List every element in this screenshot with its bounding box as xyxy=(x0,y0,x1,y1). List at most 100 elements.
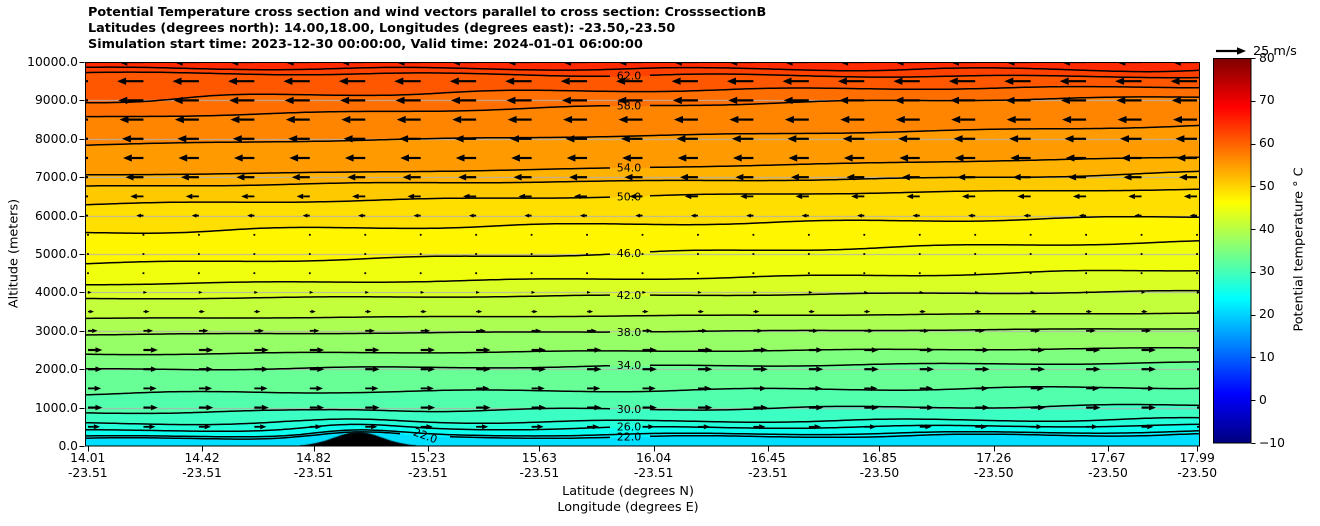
contour-line xyxy=(85,312,1200,320)
wind-vector-arrow xyxy=(746,213,754,218)
wind-vector-arrow xyxy=(840,115,865,124)
wind-vector-arrow xyxy=(1086,385,1100,392)
contour-line xyxy=(85,416,1200,426)
x-tick-longitude: -23.51 xyxy=(748,465,788,480)
wind-vector-arrow xyxy=(1065,154,1087,162)
wind-vector-arrow xyxy=(953,135,976,143)
wind-vector-arrow xyxy=(177,135,199,143)
wind-vector-arrow xyxy=(587,290,591,294)
wind-vector-arrow xyxy=(399,135,421,143)
wind-vector-arrow xyxy=(808,366,824,372)
wind-vector-arrow xyxy=(587,366,602,372)
contour-line xyxy=(85,240,1200,265)
wind-vector-arrow xyxy=(143,424,156,430)
wind-vector-arrow xyxy=(420,404,436,411)
quiver-key-arrow xyxy=(1216,47,1246,55)
wind-vector-arrow xyxy=(788,154,809,162)
wind-vector-arrow xyxy=(291,173,310,181)
wind-vector-arrow xyxy=(618,115,643,124)
wind-vector-dot xyxy=(918,272,921,275)
wind-vector-dot xyxy=(1029,253,1032,255)
x-axis-label-latitude: Latitude (degrees N) xyxy=(562,484,694,499)
wind-vector-arrow xyxy=(864,404,879,411)
wind-vector-arrow xyxy=(839,96,865,105)
wind-vector-arrow xyxy=(894,62,920,66)
x-tick-label: 17.67 -23.50 xyxy=(1063,451,1153,480)
wind-vector-dot xyxy=(1196,253,1198,255)
wind-vector-arrow xyxy=(919,309,926,314)
wind-vector-arrow xyxy=(85,80,88,83)
wind-vector-arrow xyxy=(728,62,754,66)
wind-vector-arrow xyxy=(899,154,920,162)
wind-vector-dot xyxy=(475,253,478,255)
wind-vector-dot xyxy=(1029,233,1032,236)
wind-vector-arrow xyxy=(808,347,824,353)
wind-vector-dot xyxy=(530,272,533,275)
x-tick-longitude: -23.51 xyxy=(293,465,334,480)
wind-vector-arrow xyxy=(784,115,809,124)
wind-vector-dot xyxy=(1196,233,1198,236)
wind-vector-arrow xyxy=(85,137,88,140)
wind-vector-arrow xyxy=(513,173,532,181)
wind-vector-arrow xyxy=(247,213,255,218)
wind-vector-dot xyxy=(87,253,89,255)
wind-vector-arrow xyxy=(396,115,421,124)
wind-vector-arrow xyxy=(587,385,601,392)
cross-section-overlay: 22.026.030.034.038.042.046.050.054.058.0… xyxy=(85,62,1200,446)
y-tick-label: 4000.0 xyxy=(34,285,78,300)
wind-vector-arrow xyxy=(413,213,421,218)
wind-vector-arrow xyxy=(1170,77,1197,85)
x-tick-latitude: 17.99 xyxy=(1179,451,1215,465)
y-tick-label: 5000.0 xyxy=(34,247,78,261)
wind-vector-arrow xyxy=(173,62,199,66)
chart-title: Potential Temperature cross section and … xyxy=(88,5,766,53)
colorbar-tick-label: 10 xyxy=(1259,349,1275,364)
wind-vector-dot xyxy=(475,233,478,236)
wind-vector-arrow xyxy=(88,328,98,333)
x-tick-label: 16.85 -23.50 xyxy=(834,451,924,480)
wind-vector-arrow xyxy=(919,366,935,372)
wind-vector-arrow xyxy=(1064,135,1087,143)
wind-vector-dot xyxy=(1140,233,1143,236)
wind-vector-arrow xyxy=(230,115,255,124)
wind-vector-arrow xyxy=(531,404,546,411)
wind-vector-arrow xyxy=(1072,193,1087,200)
x-tick-longitude: -23.50 xyxy=(1177,465,1218,480)
wind-vector-arrow xyxy=(510,135,532,143)
wind-vector-arrow xyxy=(254,309,261,314)
wind-vector-arrow xyxy=(254,385,268,392)
wind-vector-arrow xyxy=(85,213,88,218)
wind-vector-arrow xyxy=(178,154,199,162)
wind-vector-dot xyxy=(807,233,810,236)
x-tick-longitude: -23.51 xyxy=(182,465,222,480)
wind-vector-arrow xyxy=(642,347,657,353)
wind-vector-arrow xyxy=(143,385,157,392)
wind-vector-arrow xyxy=(975,366,990,372)
wind-vector-arrow xyxy=(1120,135,1142,143)
wind-vector-arrow xyxy=(672,96,698,105)
x-tick-label: 16.45 -23.51 xyxy=(723,451,813,480)
wind-vector-arrow xyxy=(677,154,698,162)
wind-vector-arrow xyxy=(229,96,255,105)
wind-vector-arrow xyxy=(587,347,602,353)
contour-line xyxy=(85,124,1200,146)
wind-vector-arrow xyxy=(1005,96,1031,105)
wind-vector-arrow xyxy=(1171,62,1197,66)
wind-vector-arrow xyxy=(1030,424,1043,430)
wind-vector-arrow xyxy=(511,154,532,162)
x-tick-label: 14.01 -23.51 xyxy=(43,451,133,480)
wind-vector-arrow xyxy=(1060,62,1087,66)
wind-vector-arrow xyxy=(753,309,760,314)
wind-vector-arrow xyxy=(1005,62,1031,66)
wind-vector-dot xyxy=(1029,272,1032,275)
wind-vector-dot xyxy=(87,233,89,236)
wind-vector-arrow xyxy=(753,290,757,294)
wind-vector-arrow xyxy=(344,154,366,162)
quiver-key-label: 25 m/s xyxy=(1253,44,1297,59)
wind-vector-dot xyxy=(641,253,644,255)
y-tick-label: 10000.0 xyxy=(27,55,78,69)
wind-vector-arrow xyxy=(241,193,255,200)
wind-vector-arrow xyxy=(455,154,477,162)
colorbar-tick-label: 20 xyxy=(1259,307,1275,322)
